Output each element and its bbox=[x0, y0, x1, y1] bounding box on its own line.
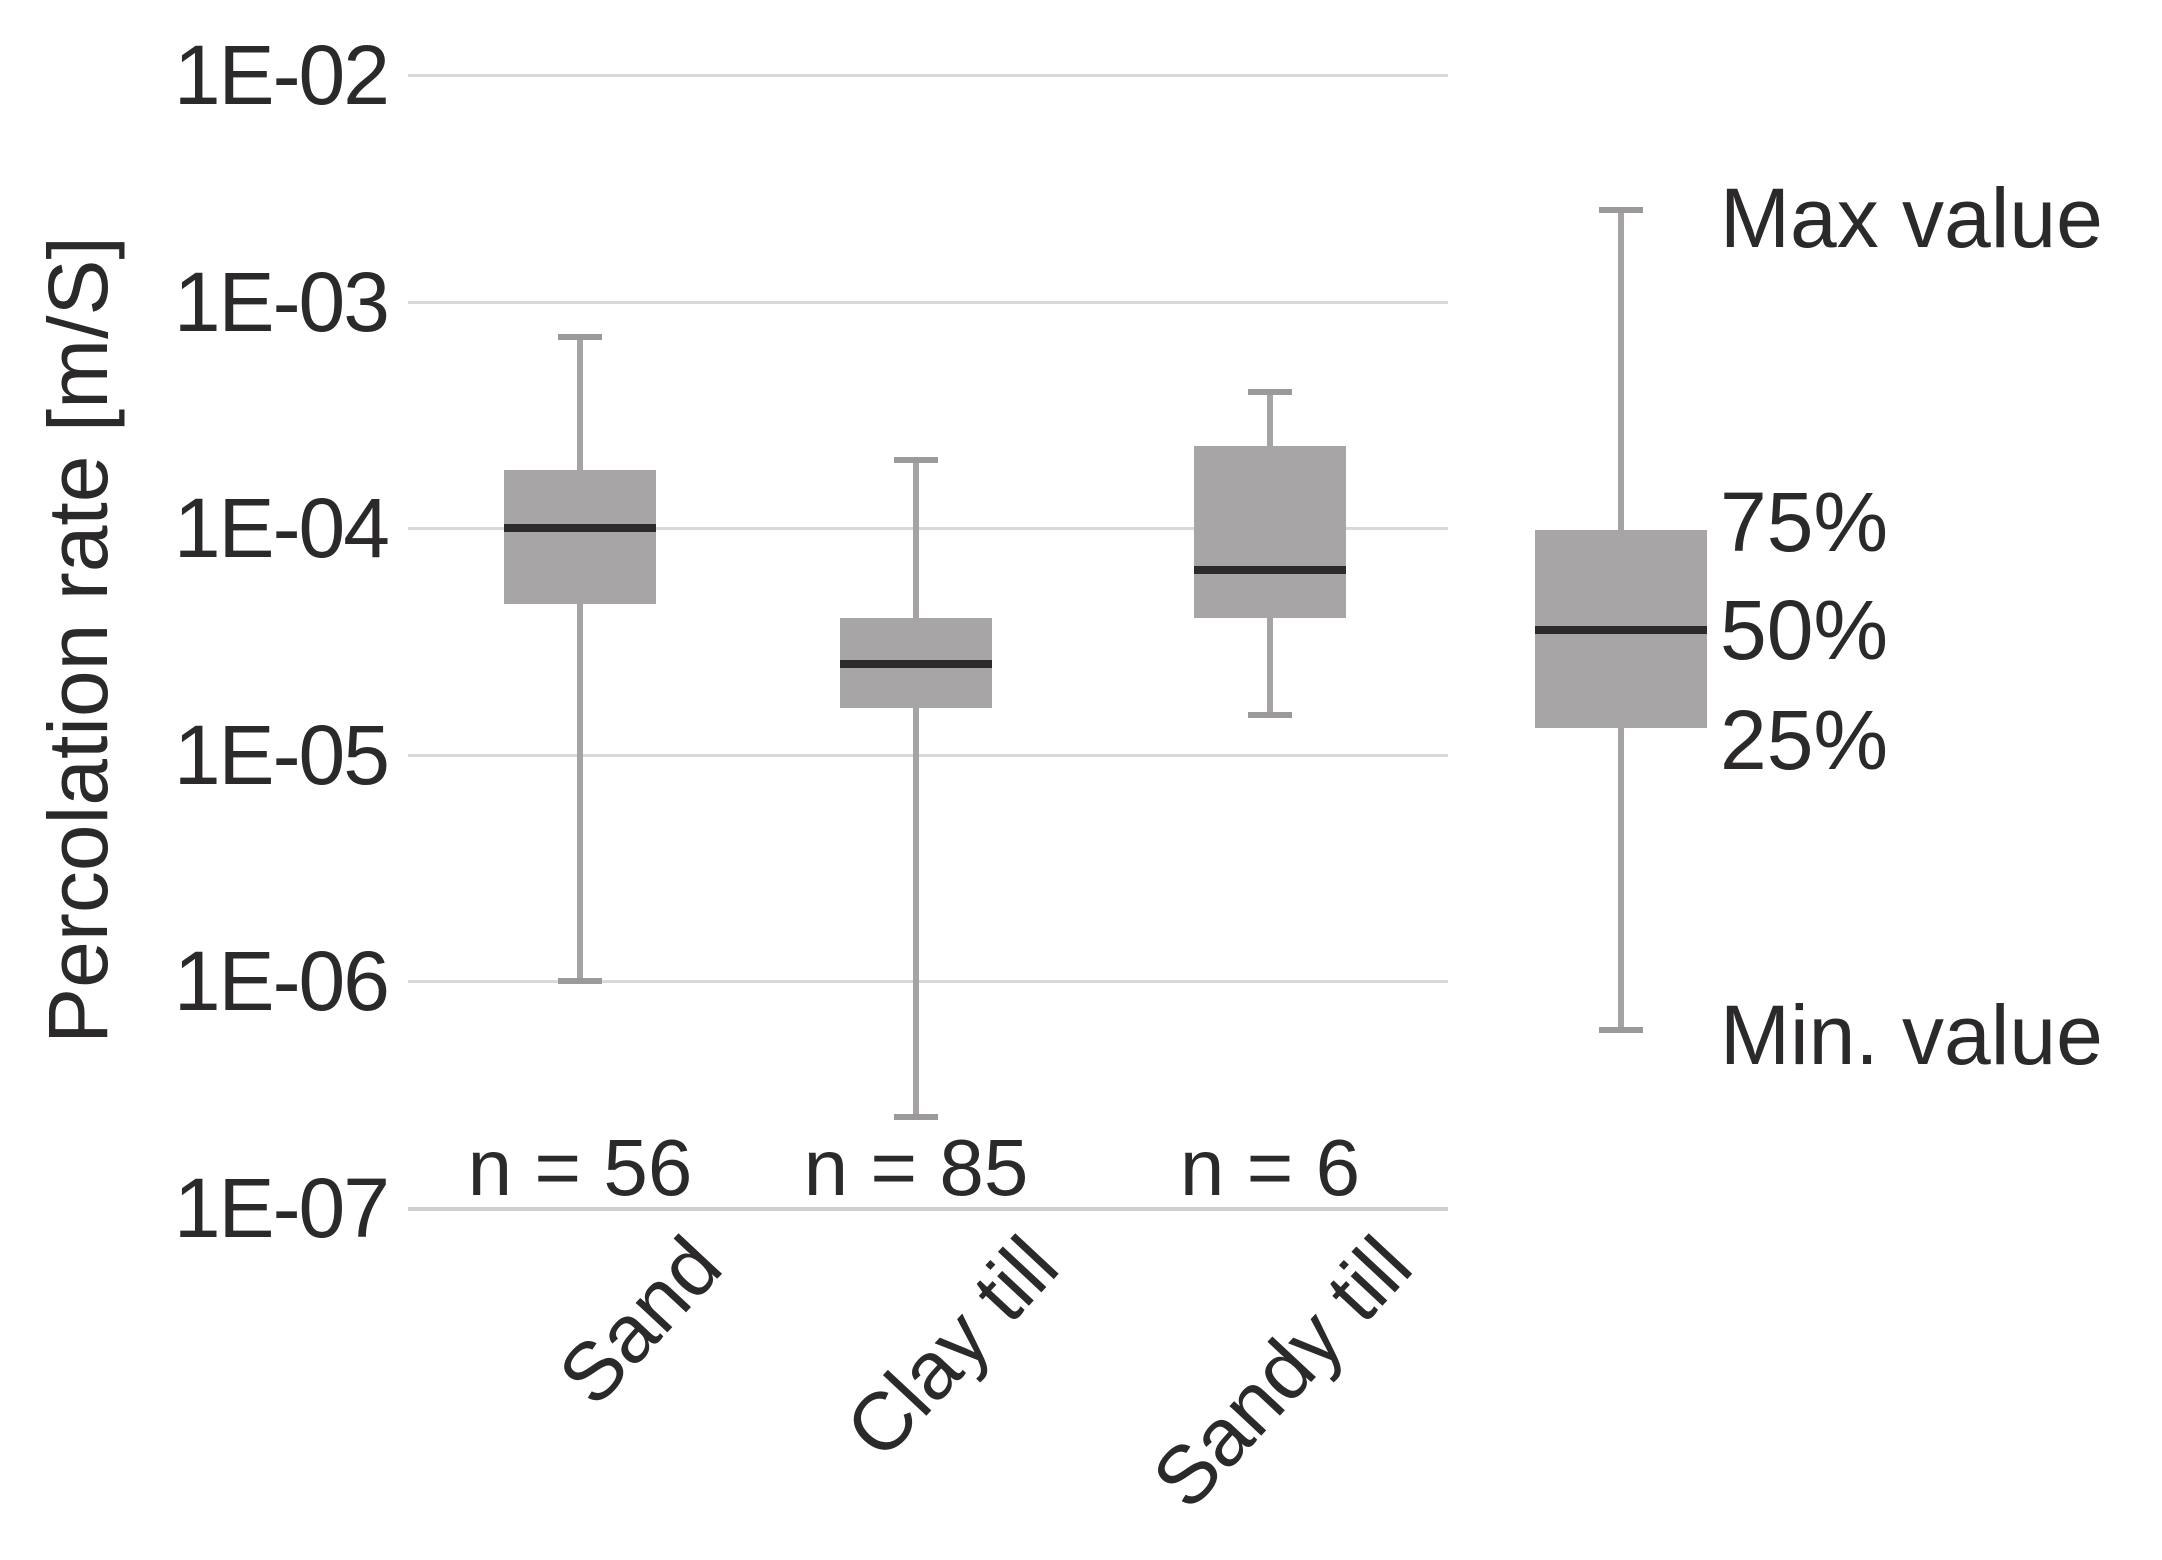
sample-count-label: n = 6 bbox=[1179, 1123, 1361, 1212]
y-tick-label: 1E-06 bbox=[173, 934, 390, 1028]
y-tick-label: 1E-05 bbox=[173, 707, 390, 802]
legend-label-75-percent: 75% bbox=[1720, 475, 1889, 569]
category-label: Sand bbox=[542, 1219, 740, 1423]
max-whisker-cap bbox=[894, 456, 938, 463]
whisker bbox=[913, 459, 919, 1118]
min-whisker-cap bbox=[558, 978, 602, 984]
median-line bbox=[504, 524, 656, 532]
legend-label-50-percent: 50% bbox=[1720, 583, 1889, 677]
sample-count-label: n = 85 bbox=[803, 1123, 1029, 1212]
y-axis-title: Percolation rate [m/S] bbox=[31, 236, 125, 1044]
iqr-box bbox=[504, 470, 656, 605]
gridline bbox=[408, 980, 1448, 983]
y-tick-label: 1E-02 bbox=[173, 28, 390, 122]
max-whisker-cap bbox=[558, 333, 602, 340]
legend-label-min-value: Min. value bbox=[1720, 988, 2103, 1082]
x-axis-line bbox=[408, 1206, 1448, 1211]
legend-label-25-percent: 25% bbox=[1720, 693, 1889, 787]
category-label: Clay till bbox=[828, 1219, 1076, 1476]
iqr-box bbox=[1194, 446, 1346, 619]
category-label: Sandy till bbox=[1135, 1219, 1430, 1526]
y-tick-label: 1E-04 bbox=[173, 481, 390, 575]
y-tick-label: 1E-07 bbox=[173, 1160, 390, 1255]
whisker bbox=[577, 336, 583, 981]
median-line bbox=[840, 660, 992, 669]
gridline bbox=[408, 753, 1448, 757]
legend-label-max-value: Max value bbox=[1720, 171, 2103, 265]
legend-min-cap bbox=[1599, 1027, 1643, 1033]
legend-median-line bbox=[1535, 626, 1707, 634]
y-tick-label: 1E-03 bbox=[173, 254, 390, 349]
gridline bbox=[408, 74, 1448, 77]
legend-max-cap bbox=[1599, 207, 1643, 213]
gridline bbox=[408, 527, 1448, 530]
sample-count-label: n = 56 bbox=[467, 1123, 693, 1212]
min-whisker-cap bbox=[1248, 711, 1292, 718]
min-whisker-cap bbox=[894, 1114, 938, 1121]
median-line bbox=[1194, 566, 1346, 575]
gridline bbox=[408, 300, 1448, 304]
max-whisker-cap bbox=[1248, 388, 1292, 395]
